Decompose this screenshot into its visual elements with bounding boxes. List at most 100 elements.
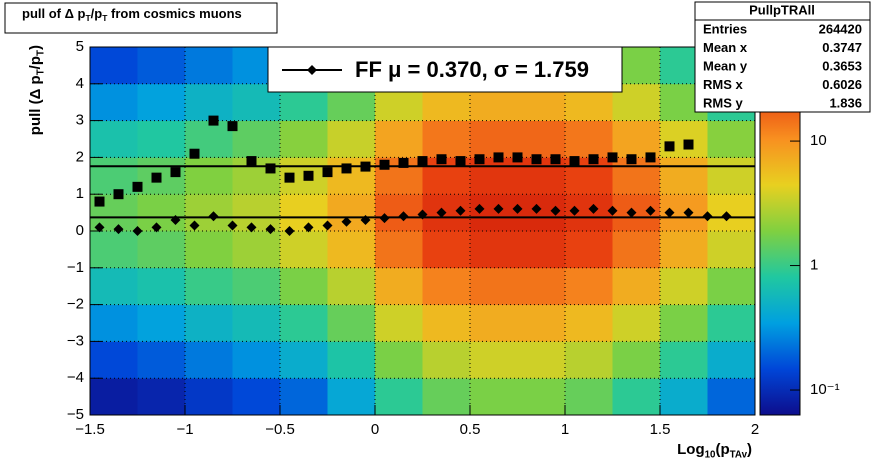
y-tick-label: 2 <box>76 148 84 165</box>
heat-cell <box>660 120 708 158</box>
heat-cell <box>565 267 613 305</box>
heat-cell <box>90 83 138 121</box>
legend-label: FF μ = 0.370, σ = 1.759 <box>355 57 589 82</box>
profile-marker <box>227 121 238 132</box>
y-tick-label: −2 <box>67 296 84 313</box>
z-tick-label: 1 <box>810 257 818 274</box>
profile-marker <box>265 224 276 235</box>
chart-title-part: T <box>86 13 92 23</box>
heat-cell <box>375 120 423 158</box>
heat-cell <box>565 341 613 379</box>
title-box <box>4 2 278 34</box>
heat-cell <box>137 231 186 269</box>
x-tick-label: −1.5 <box>75 421 105 438</box>
profile-marker <box>664 141 675 152</box>
heat-cell <box>375 341 423 379</box>
heat-cell <box>612 267 661 305</box>
profile-marker <box>588 154 599 165</box>
profile-marker <box>683 139 694 150</box>
profile-marker <box>645 152 656 163</box>
heat-cell <box>375 194 423 232</box>
stats-label: Mean y <box>703 58 748 73</box>
chart-title: pull of Δ pT/pT from cosmics muons <box>22 6 242 23</box>
heat-cell <box>375 231 423 269</box>
heat-cell <box>137 47 186 85</box>
stats-value: 264420 <box>819 21 862 36</box>
z-tick-label: 10 <box>810 132 827 149</box>
stats-label: Entries <box>703 21 747 36</box>
profile-marker <box>170 214 181 225</box>
heat-cell <box>137 304 186 342</box>
heat-cell <box>90 267 138 305</box>
x-axis-label-part: TAv <box>730 449 748 460</box>
heat-cell <box>90 120 138 158</box>
heat-cell <box>90 304 138 342</box>
z-tick-label: 10⁻¹ <box>810 381 840 398</box>
heat-cell <box>565 378 613 416</box>
profile-marker <box>664 207 675 218</box>
heat-cell <box>327 120 376 158</box>
y-axis-label-part: T <box>35 50 46 56</box>
heat-cell <box>375 378 423 416</box>
profile-marker <box>208 115 219 126</box>
heat-cell <box>232 267 281 305</box>
heat-cell <box>660 231 708 269</box>
legend-marker <box>307 65 317 75</box>
profile-marker <box>227 220 238 231</box>
heat-cell <box>90 341 138 379</box>
heat-cell <box>185 341 233 379</box>
profile-marker <box>512 203 523 214</box>
heat-cell <box>470 267 518 305</box>
heat-cell <box>232 194 281 232</box>
heat-cell <box>185 83 233 121</box>
profile-marker <box>132 181 143 192</box>
profile-marker <box>417 156 428 167</box>
x-axis-label-part: 10 <box>705 449 716 460</box>
heat-cell <box>232 341 281 379</box>
heat-cell <box>185 304 233 342</box>
heat-cell <box>280 341 328 379</box>
stats-label: Mean x <box>703 40 748 55</box>
profile-marker <box>151 172 162 183</box>
chart-title-part: T <box>102 13 108 23</box>
y-tick-label: −3 <box>67 332 84 349</box>
y-axis-label-part: T <box>35 69 46 75</box>
heat-cell <box>565 120 613 158</box>
heat-cell <box>517 341 566 379</box>
x-axis-label-part: (p <box>715 441 729 458</box>
heat-cell <box>422 267 471 305</box>
profile-marker <box>455 205 466 216</box>
profile-marker <box>341 216 352 227</box>
x-tick-label: 2 <box>751 421 759 438</box>
heat-cell <box>422 120 471 158</box>
heat-cell <box>422 378 471 416</box>
heat-cell <box>422 304 471 342</box>
profile-marker <box>303 170 314 181</box>
heat-cell <box>660 304 708 342</box>
profile-marker <box>626 207 637 218</box>
heat-cell <box>90 231 138 269</box>
profile-marker <box>284 172 295 183</box>
heat-cell <box>327 231 376 269</box>
profile-marker <box>341 163 352 174</box>
x-tick-label: 0.5 <box>460 421 481 438</box>
y-tick-label: 0 <box>76 222 84 239</box>
heat-cell <box>327 194 376 232</box>
heat-cell <box>660 157 708 195</box>
profile-marker <box>702 211 713 222</box>
heat-cell <box>565 304 613 342</box>
profile-marker <box>398 157 409 168</box>
x-tick-label: 1.5 <box>650 421 671 438</box>
x-tick-label: −0.5 <box>265 421 295 438</box>
y-tick-label: 4 <box>76 75 84 92</box>
profile-marker <box>170 167 181 178</box>
profile-marker <box>569 156 580 167</box>
profile-marker <box>379 159 390 170</box>
stats-value: 0.6026 <box>822 77 862 92</box>
heat-cell <box>232 120 281 158</box>
heat-cell <box>185 157 233 195</box>
profile-marker <box>474 154 485 165</box>
heat-cell <box>90 157 138 195</box>
x-axis-label-part: Log <box>677 441 705 458</box>
x-axis-label-part: ) <box>747 441 752 458</box>
